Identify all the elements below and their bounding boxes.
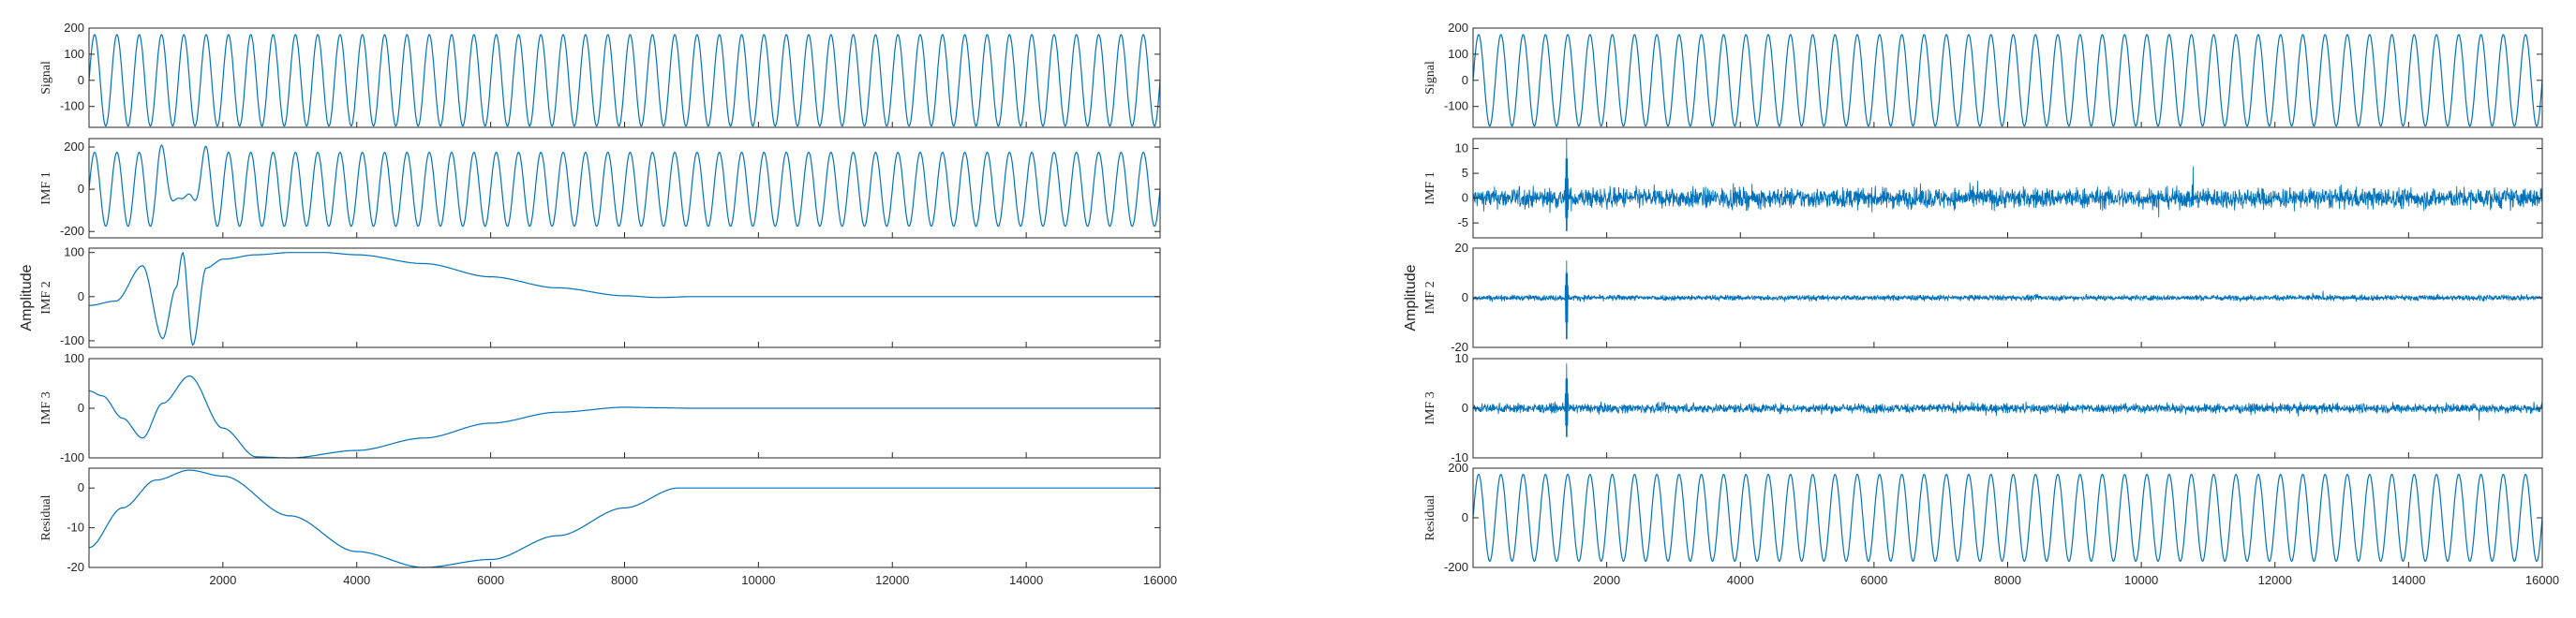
panel-ylabel: IMF 1 bbox=[1423, 171, 1437, 204]
chart-1-panel-4: -100 0 100 IMF 3 bbox=[39, 351, 1161, 464]
x-tick-label: 16000 bbox=[1143, 573, 1177, 587]
y-tick-label: 0 bbox=[1462, 401, 1468, 415]
chart-2-panel-1: -100 0 100 200 Signal bbox=[1423, 21, 2543, 128]
y-tick-label: 200 bbox=[1448, 21, 1468, 35]
series-line bbox=[88, 375, 1160, 459]
panel-ylabel: IMF 2 bbox=[1423, 281, 1437, 314]
y-tick-label: 0 bbox=[78, 401, 84, 415]
y-tick-label: 0 bbox=[1462, 510, 1468, 524]
y-tick-label: 200 bbox=[64, 21, 84, 35]
series-line bbox=[89, 251, 1160, 346]
x-tick-label: 14000 bbox=[2391, 573, 2425, 587]
y-tick-label: 0 bbox=[78, 289, 84, 303]
chart-2-panel-2: -5 0 5 10 IMF 1 bbox=[1423, 138, 2543, 239]
panel-ylabel: Residual bbox=[1423, 494, 1437, 540]
series-line bbox=[1472, 474, 2543, 562]
chart-1-panel-3: -100 0 100 IMF 2 bbox=[39, 245, 1161, 348]
series-line bbox=[1472, 138, 2543, 231]
y-tick-label: 0 bbox=[1462, 290, 1468, 304]
y-tick-label: 0 bbox=[1462, 191, 1468, 205]
x-tick-label: 14000 bbox=[1009, 573, 1043, 587]
y-tick-label: -20 bbox=[67, 560, 84, 574]
y-tick-label: -100 bbox=[60, 333, 84, 347]
x-tick-label: 10000 bbox=[741, 573, 775, 587]
y-tick-label: 100 bbox=[64, 351, 84, 365]
series-line bbox=[88, 144, 1161, 228]
axes-frame bbox=[88, 247, 1161, 348]
y-tick-label: -20 bbox=[1451, 340, 1468, 354]
x-tick-label: 12000 bbox=[875, 573, 909, 587]
panel-ylabel: IMF 3 bbox=[1423, 391, 1437, 424]
chart-1-panel-1: -100 0 100 200 Signal bbox=[39, 21, 1161, 128]
axes-frame bbox=[1472, 138, 2543, 239]
y-tick-label: 0 bbox=[78, 73, 84, 87]
y-tick-label: 0 bbox=[78, 480, 84, 494]
y-tick-label: 200 bbox=[1448, 461, 1468, 475]
y-tick-label: 20 bbox=[1455, 241, 1468, 255]
y-tick-label: 100 bbox=[64, 245, 84, 259]
panel-ylabel: Signal bbox=[1423, 61, 1437, 95]
axes-frame bbox=[88, 467, 1161, 568]
x-tick-label: 8000 bbox=[1994, 573, 2021, 587]
y-tick-label: -100 bbox=[60, 450, 84, 464]
panel-ylabel: IMF 2 bbox=[39, 281, 53, 314]
y-tick-label: 100 bbox=[1448, 47, 1468, 61]
x-tick-label: 4000 bbox=[1727, 573, 1754, 587]
x-tick-label: 6000 bbox=[1860, 573, 1887, 587]
y-tick-label: -200 bbox=[1444, 560, 1468, 574]
chart-2-panel-4: -10 0 10 IMF 3 bbox=[1423, 351, 2543, 464]
y-tick-label: 10 bbox=[1455, 351, 1468, 365]
y-tick-label: 100 bbox=[64, 47, 84, 61]
y-tick-label: 10 bbox=[1455, 141, 1468, 155]
series-line bbox=[1472, 363, 2543, 437]
y-tick-label: -10 bbox=[1451, 450, 1468, 464]
x-tick-label: 16000 bbox=[2525, 573, 2559, 587]
panel-ylabel: IMF 3 bbox=[39, 391, 53, 424]
figure-ylabel: Amplitude bbox=[1403, 264, 1419, 331]
y-tick-label: 5 bbox=[1462, 166, 1468, 180]
figure-ylabel: Amplitude bbox=[19, 264, 35, 331]
x-tick-label: 2000 bbox=[209, 573, 236, 587]
chart-2-panel-3: -20 0 20 IMF 2 bbox=[1423, 241, 2543, 354]
chart-1-panel-5: -20 -10 0 2000 4000 6000 8000 10000 12000 14000 16… bbox=[39, 467, 1177, 587]
x-tick-label: 12000 bbox=[2258, 573, 2292, 587]
panel-ylabel: IMF 1 bbox=[39, 171, 53, 204]
y-tick-label: 200 bbox=[64, 140, 84, 154]
y-tick-label: 0 bbox=[78, 182, 84, 196]
y-tick-label: -5 bbox=[1457, 215, 1468, 229]
series-line bbox=[88, 34, 1161, 127]
series-line bbox=[1472, 260, 2543, 340]
chart-1-panel-2: -200 0 200 IMF 1 bbox=[39, 138, 1161, 239]
y-tick-label: -10 bbox=[67, 521, 84, 535]
chart-2-panel-5: -200 0 200 2000 4000 6000 8000 10000 12000 14000 1… bbox=[1423, 461, 2559, 587]
panel-ylabel: Signal bbox=[39, 61, 53, 95]
y-tick-label: -100 bbox=[60, 99, 84, 113]
x-tick-label: 2000 bbox=[1593, 573, 1620, 587]
series-line bbox=[1472, 34, 2543, 127]
x-tick-label: 10000 bbox=[2124, 573, 2158, 587]
y-tick-label: -200 bbox=[60, 224, 84, 238]
x-tick-label: 8000 bbox=[611, 573, 638, 587]
y-tick-label: 0 bbox=[1462, 73, 1468, 87]
panel-ylabel: Residual bbox=[39, 494, 53, 540]
x-tick-label: 4000 bbox=[343, 573, 370, 587]
y-tick-label: -100 bbox=[1444, 99, 1468, 113]
series-line bbox=[88, 469, 1160, 568]
x-tick-label: 6000 bbox=[477, 573, 504, 587]
